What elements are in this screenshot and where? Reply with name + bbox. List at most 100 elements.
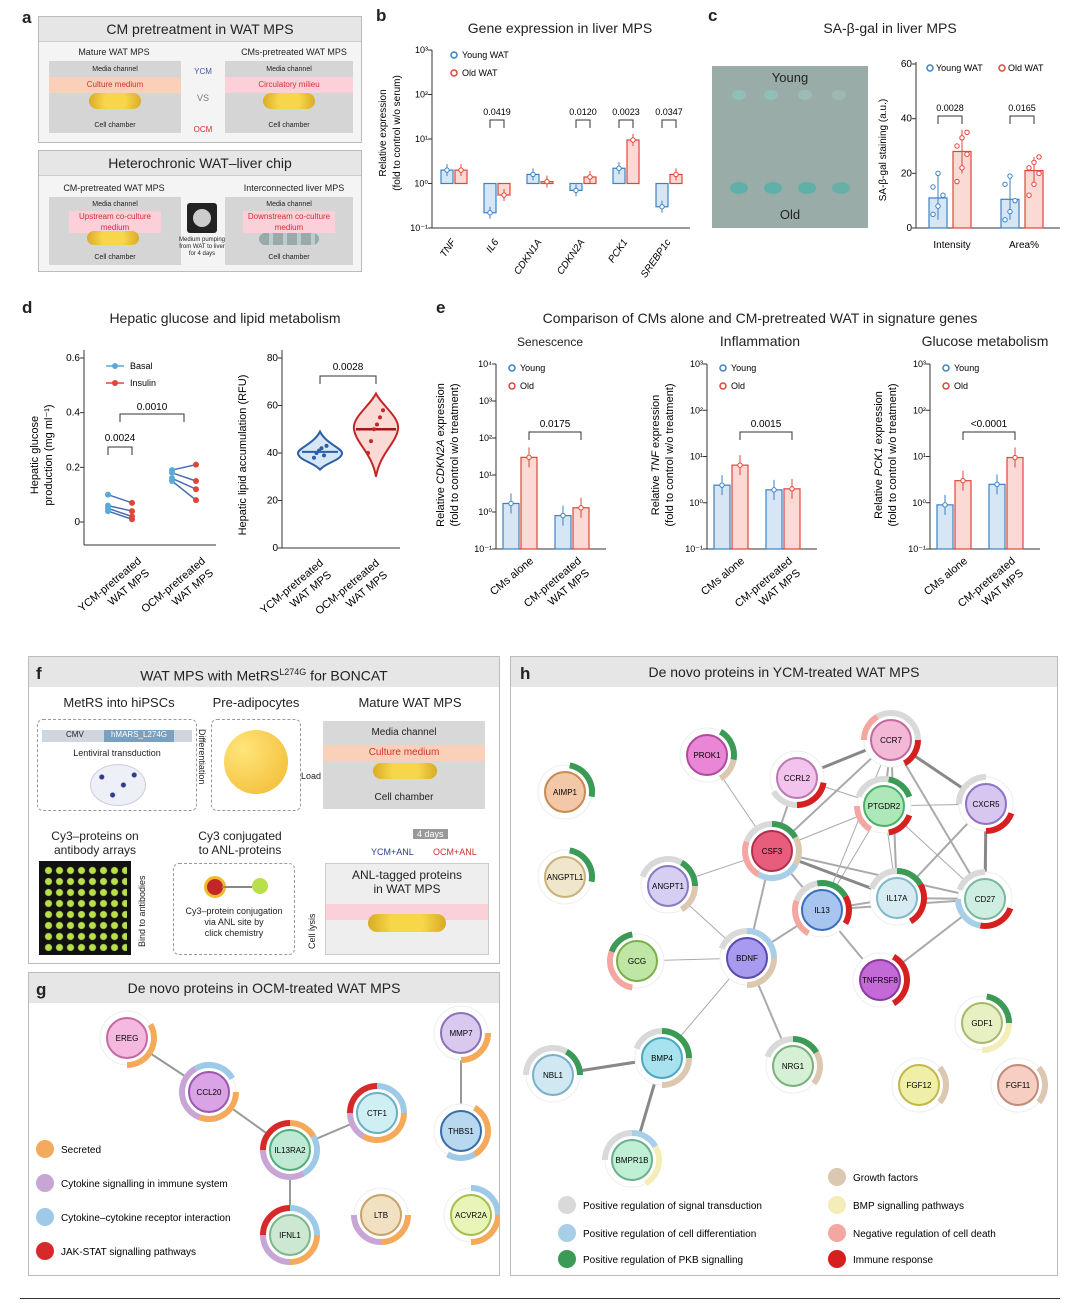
panel-g-title: De novo proteins in OCM-treated WAT MPS xyxy=(29,973,499,1003)
g-legend-label: Cytokine signalling in immune system xyxy=(61,1179,228,1190)
c-point xyxy=(964,151,970,157)
e3-point xyxy=(942,502,948,508)
c-point xyxy=(964,129,970,136)
legend-young-wat: Young WAT xyxy=(462,50,509,60)
b-tick-label: 10² xyxy=(415,90,428,100)
c-xlabel-intensity: Intensity xyxy=(933,240,970,251)
adipocyte-cluster xyxy=(89,93,141,109)
pumping-label: Medium pumping from WAT to liver for 4 d… xyxy=(178,237,226,257)
d-left-tick-label: 0 xyxy=(74,517,80,528)
load-label: Load xyxy=(301,771,322,781)
ccl20-node-label: CCL20 xyxy=(197,1088,222,1097)
old-image-label: Old xyxy=(779,207,801,222)
young-image-label: Young xyxy=(771,70,809,85)
cell-chamber-label: Cell chamber xyxy=(94,254,136,261)
mature-wat-label: Mature WAT MPS xyxy=(78,47,150,57)
four-days-label: 4 days xyxy=(413,829,448,839)
c-point xyxy=(959,135,965,141)
circulatory-milieu-label: Circulatory milieu xyxy=(225,77,353,93)
d-insulin-point xyxy=(193,461,199,468)
d-pair-line xyxy=(171,472,197,482)
bmpr1b-node-ring-segment xyxy=(631,1130,658,1149)
c-tick-label: 0 xyxy=(906,223,912,234)
ycm-anl-label: YCM+ANL xyxy=(371,847,414,857)
c-legend-young: Young WAT xyxy=(936,63,983,73)
nrg1-node xyxy=(772,1045,814,1087)
cd27-node-ring-segment xyxy=(979,907,1014,929)
bmpr1b-node-label: BMPR1B xyxy=(616,1156,649,1165)
metrs-box: CMV hMARS_L274G Lentiviral transduction xyxy=(37,719,197,811)
d-sig-bracket xyxy=(107,446,133,455)
h-legend-swatch xyxy=(828,1224,846,1242)
e2-tick-label: 10³ xyxy=(690,359,703,369)
e3-point xyxy=(994,481,1000,488)
prok1-node-label: PROK1 xyxy=(693,751,721,760)
e2-tick-label: 10⁰ xyxy=(689,498,703,508)
e1-tick-label: 10⁴ xyxy=(478,359,492,369)
csf3-node-ring-segment xyxy=(743,821,773,843)
bmp4-node-label: BMP4 xyxy=(651,1054,673,1063)
culture-medium-label: Culture medium xyxy=(49,77,181,93)
d-point-ocm xyxy=(378,415,382,420)
e3-tick-label: 10⁰ xyxy=(912,498,926,508)
cms-pretreated-label: CMs-pretreated WAT MPS xyxy=(241,47,347,57)
ifnl1-node-label: IFNL1 xyxy=(279,1231,301,1240)
bottom-rule xyxy=(20,1298,1060,1299)
c-tick-label: 60 xyxy=(901,59,913,70)
b-tick-label: 10⁰ xyxy=(414,179,428,189)
d-ylabel-1: Hepatic glucose xyxy=(29,416,41,494)
h-legend-swatch xyxy=(558,1196,576,1214)
d-pair-line xyxy=(107,507,133,518)
b-gene-label: SREBP1c xyxy=(639,237,674,280)
d-insulin-point xyxy=(129,499,135,506)
il13ra2-node-label: IL13RA2 xyxy=(274,1146,306,1155)
bmpr1b-node xyxy=(611,1139,653,1181)
cxcr5-node-ring-segment xyxy=(956,774,987,805)
panel-f-title: WAT MPS with MetRSL274G for BONCAT xyxy=(29,657,499,687)
bind-label: Bind to antibodies xyxy=(137,875,147,947)
e3-bar xyxy=(954,480,972,550)
e3-pvalue: <0.0001 xyxy=(971,419,1008,430)
cell-chamber-label: Cell chamber xyxy=(268,254,310,261)
e1-point xyxy=(560,512,566,519)
thbs1-node xyxy=(440,1110,482,1152)
panel-c-title: SA-β-gal in liver MPS xyxy=(823,20,957,36)
b-pvalue: 0.0419 xyxy=(483,107,511,117)
d-basal-point xyxy=(105,508,111,515)
preadip-label: Pre-adipocytes xyxy=(212,695,300,710)
upstream-medium-label: Upstream co-culture medium xyxy=(69,211,161,233)
d-pair-line xyxy=(171,480,197,501)
e2-point xyxy=(789,486,795,492)
e3-legend-young: Young xyxy=(954,363,979,373)
panel-d-title: Hepatic glucose and lipid metabolism xyxy=(109,310,341,326)
c-point xyxy=(1031,159,1037,166)
b-gene-label: TNF xyxy=(438,237,459,260)
tnfrsf8-node-ring-segment xyxy=(891,954,910,1006)
d-legend-insulin: Insulin xyxy=(130,378,156,388)
c-point xyxy=(954,178,960,185)
vector-bar: CMV hMARS_L274G xyxy=(42,730,192,742)
il13-node-ring-segment xyxy=(816,880,848,899)
cell-chamber-label: Cell chamber xyxy=(94,122,136,129)
il17a-node xyxy=(876,877,918,919)
d-pair-line xyxy=(171,463,197,471)
preadip-box xyxy=(211,719,301,811)
ptgdr2-node-ring-segment xyxy=(887,776,913,798)
anl-tagged-label: ANL-tagged proteins in WAT MPS xyxy=(351,868,463,896)
cy3-arrays-label: Cy3–proteins on antibody arrays xyxy=(51,829,139,857)
fgf11-node-ring-segment xyxy=(1036,1065,1048,1105)
c-tick-label: 20 xyxy=(901,168,913,179)
nbl1-node-label: NBL1 xyxy=(543,1071,564,1080)
ctf1-node xyxy=(356,1092,398,1134)
prok1-node xyxy=(686,734,728,776)
cell-chamber-label: Cell chamber xyxy=(268,122,310,129)
csf3-node-ring-segment xyxy=(757,862,798,881)
b-point xyxy=(573,187,579,194)
ltb-node-label: LTB xyxy=(374,1211,388,1220)
il13ra2-node-ring-segment xyxy=(301,1135,320,1176)
e1-legend-young: Young xyxy=(520,363,545,373)
b-gene-label: IL6 xyxy=(484,237,501,255)
panel-e-title: Comparison of CMs alone and CM-pretreate… xyxy=(542,310,978,326)
il13-node-ring-segment xyxy=(792,899,811,936)
panel-a-letter: a xyxy=(22,8,32,27)
